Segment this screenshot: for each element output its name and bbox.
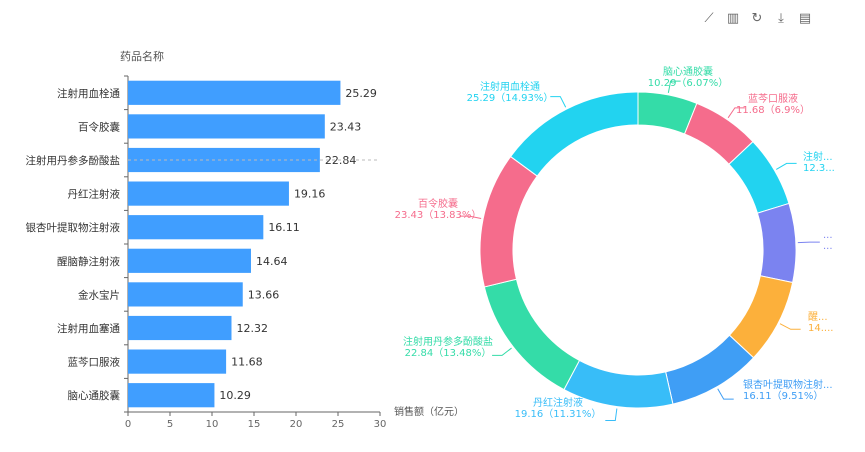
bar <box>128 114 325 139</box>
slice-label: 脑心通胶囊 <box>663 65 713 78</box>
x-tick-label: 30 <box>374 419 387 430</box>
slice-label: ... <box>823 230 833 241</box>
bar <box>128 349 227 374</box>
slice-label: 16.11（9.51%） <box>743 390 823 402</box>
slice-label: 银杏叶提取物注射... <box>743 378 833 391</box>
category-label: 金水宝片 <box>78 288 120 301</box>
data-label: 25.29 <box>345 87 377 100</box>
x-tick-label: 5 <box>167 419 173 430</box>
x-tick-label: 15 <box>248 419 261 430</box>
slice-label: 14.... <box>808 323 833 334</box>
download-icon[interactable]: ⤓ <box>778 11 784 26</box>
slice-label: 10.29（6.07%） <box>648 77 728 89</box>
data-label: 19.16 <box>294 188 326 201</box>
slice-label: 注射用血栓通 <box>480 80 540 93</box>
slice-label: 注射用丹参多酚酸盐 <box>403 335 493 348</box>
label-leader-line <box>492 347 512 356</box>
bar <box>128 383 215 408</box>
data-label: 10.29 <box>219 389 251 402</box>
category-label: 注射用丹参多酚酸盐 <box>26 154 121 167</box>
slice-label: 醒... <box>808 311 828 323</box>
restore-icon[interactable]: ↻ <box>751 11 763 26</box>
category-label: 银杏叶提取物注射液 <box>26 221 121 234</box>
donut-slice <box>509 91 639 177</box>
bar <box>128 282 243 307</box>
bar-chart-icon[interactable]: ▥ <box>726 11 740 26</box>
x-axis-title: 销售额（亿元） <box>394 405 464 418</box>
slice-label: ... <box>823 241 833 252</box>
donut-slice <box>756 202 797 284</box>
donut-slice <box>665 334 755 405</box>
label-leader-line <box>667 80 681 93</box>
slice-label: 22.84（13.48%） <box>405 347 492 359</box>
data-label: 13.66 <box>248 288 280 301</box>
data-label: 11.68 <box>231 356 263 369</box>
slice-label: 丹红注射液 <box>533 396 583 409</box>
label-leader-line <box>797 241 820 244</box>
bar <box>128 248 251 273</box>
data-label: 23.43 <box>330 120 362 133</box>
bar <box>128 80 341 105</box>
line-chart-icon[interactable]: ⟋ <box>704 11 714 26</box>
x-tick-label: 0 <box>125 419 131 430</box>
category-label: 注射用血栓通 <box>57 87 120 100</box>
data-view-icon[interactable]: ▤ <box>798 11 812 26</box>
category-label: 注射用血塞通 <box>57 322 120 335</box>
label-leader-line <box>775 162 797 170</box>
label-leader-line <box>717 388 734 400</box>
slice-label: 23.43（13.83%） <box>395 209 482 221</box>
bar-chart: 药品名称 0 5 10 15 20 25 30 销售额（亿元） 注射用血栓通 25.29 百令胶囊 23… <box>26 49 465 430</box>
slice-label: 蓝芩口服液 <box>748 92 798 105</box>
bar <box>128 315 232 341</box>
category-label: 脑心通胶囊 <box>68 389 121 402</box>
donut-slice <box>483 278 581 391</box>
label-leader-line <box>550 96 567 108</box>
slice-label: 12.3... <box>803 163 835 174</box>
category-label: 蓝芩口服液 <box>68 356 121 369</box>
x-tick-label: 20 <box>290 419 303 430</box>
data-label: 16.11 <box>268 221 300 234</box>
data-label: 14.64 <box>256 255 288 268</box>
slice-label: 19.16（11.31%） <box>515 408 602 420</box>
category-label: 丹红注射液 <box>68 188 121 201</box>
donut-slice <box>479 155 538 288</box>
label-leader-line <box>779 323 801 330</box>
x-tick-label: 10 <box>206 419 219 430</box>
bar <box>128 181 289 206</box>
category-label: 百令胶囊 <box>78 120 120 133</box>
label-leader-line <box>459 215 482 219</box>
chart-toolbox: ⟋ ▥ ↻ ⤓ ▤ <box>700 10 814 28</box>
y-axis-title: 药品名称 <box>120 49 164 63</box>
slice-label: 注射... <box>803 150 833 163</box>
bar <box>128 215 264 240</box>
x-tick-label: 25 <box>332 419 345 430</box>
label-leader-line <box>605 408 618 421</box>
category-label: 醒脑静注射液 <box>57 255 120 268</box>
label-leader-line <box>727 107 745 119</box>
data-label: 12.32 <box>236 322 268 335</box>
slice-label: 11.68（6.9%） <box>736 104 810 116</box>
slice-label: 25.29（14.93%） <box>467 92 554 104</box>
slice-label: 百令胶囊 <box>418 197 458 210</box>
